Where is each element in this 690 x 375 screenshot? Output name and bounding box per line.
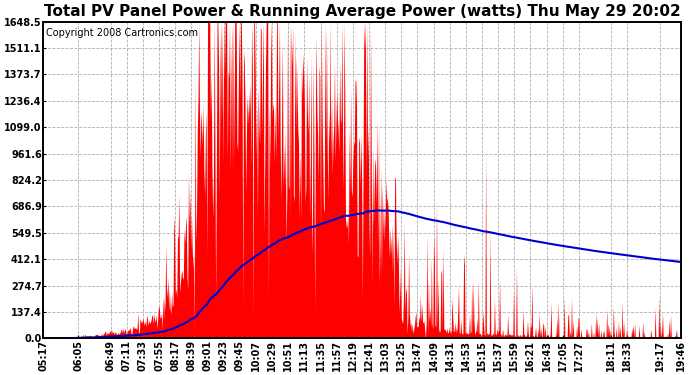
Title: Total PV Panel Power & Running Average Power (watts) Thu May 29 20:02: Total PV Panel Power & Running Average P… — [43, 4, 680, 19]
Text: Copyright 2008 Cartronics.com: Copyright 2008 Cartronics.com — [46, 28, 198, 38]
